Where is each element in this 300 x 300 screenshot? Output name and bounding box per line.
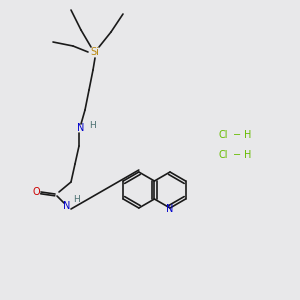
Text: N: N [63,201,71,211]
Text: O: O [32,187,40,197]
Text: −: − [233,150,241,160]
Text: H: H [90,121,96,130]
Text: N: N [166,204,174,214]
Text: N: N [77,123,85,133]
Text: Si: Si [91,47,99,57]
Text: Cl: Cl [218,150,228,160]
Text: −: − [233,130,241,140]
Text: H: H [74,196,80,205]
Text: H: H [244,150,252,160]
Text: H: H [244,130,252,140]
Text: Cl: Cl [218,130,228,140]
